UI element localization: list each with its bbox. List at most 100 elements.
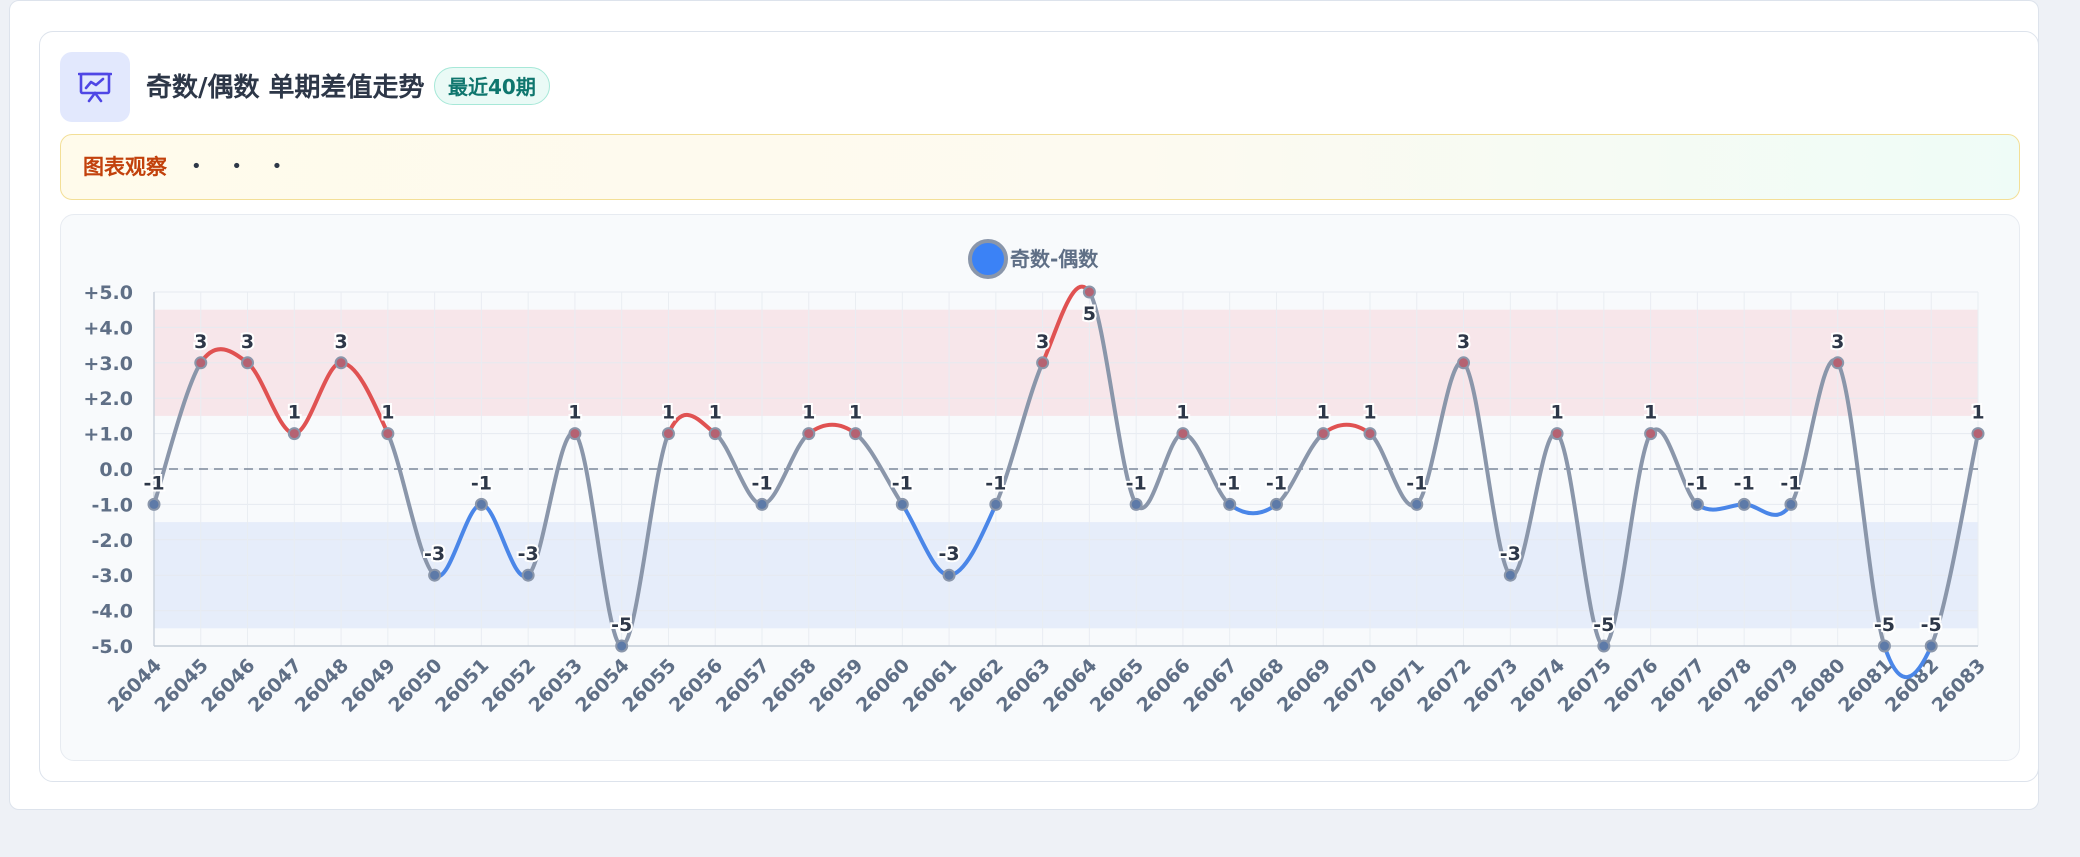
y-tick-label: +3.0 xyxy=(83,353,133,375)
data-label: 1 xyxy=(1317,402,1330,424)
data-point xyxy=(1971,427,1985,441)
data-point xyxy=(1269,497,1283,511)
data-point xyxy=(147,497,161,511)
data-point xyxy=(1363,427,1377,441)
data-label: -1 xyxy=(1687,472,1708,494)
series-line-segment xyxy=(1508,431,1560,578)
data-label: 1 xyxy=(381,402,394,424)
chart-title: 奇数/偶数 单期差值走势 xyxy=(146,73,425,103)
data-point xyxy=(1690,497,1704,511)
data-point xyxy=(1082,285,1096,299)
data-label: -1 xyxy=(985,472,1006,494)
data-label: -1 xyxy=(1734,472,1755,494)
data-point xyxy=(568,427,582,441)
series-line-segment xyxy=(1835,360,1887,648)
series-line-segment xyxy=(1274,431,1326,507)
data-label: 1 xyxy=(288,402,301,424)
y-tick-label: -1.0 xyxy=(91,494,133,516)
series-line-segment xyxy=(806,422,858,436)
data-label: -5 xyxy=(1874,614,1895,636)
data-point xyxy=(1597,639,1611,653)
data-point xyxy=(1550,427,1564,441)
data-label: -5 xyxy=(611,614,632,636)
data-label: -1 xyxy=(143,472,164,494)
y-tick-label: 0.0 xyxy=(99,459,133,481)
data-point xyxy=(1036,356,1050,370)
data-point xyxy=(895,497,909,511)
data-label: -3 xyxy=(939,543,960,565)
data-label: -1 xyxy=(751,472,772,494)
series-line-segment xyxy=(1087,290,1139,507)
series-line-segment xyxy=(152,360,203,507)
x-tick-label: 26083 xyxy=(1928,654,1990,716)
data-point xyxy=(802,427,816,441)
data-label: -3 xyxy=(424,543,445,565)
data-point xyxy=(1877,639,1891,653)
data-point xyxy=(1457,356,1471,370)
data-point xyxy=(521,568,535,582)
series-line-segment xyxy=(1040,284,1092,365)
data-point xyxy=(1129,497,1143,511)
data-point xyxy=(1737,497,1751,511)
observation-bar[interactable]: 图表观察 • • • xyxy=(60,134,2020,200)
data-point xyxy=(1503,568,1517,582)
data-label: 1 xyxy=(1971,402,1984,424)
data-label: -1 xyxy=(1126,472,1147,494)
data-point xyxy=(194,356,208,370)
data-point xyxy=(381,427,395,441)
data-label: -1 xyxy=(471,472,492,494)
data-point xyxy=(755,497,769,511)
data-point xyxy=(615,639,629,653)
y-tick-label: +2.0 xyxy=(83,388,133,410)
series-line-segment xyxy=(385,431,437,578)
series-line-segment xyxy=(993,360,1045,507)
data-label: 1 xyxy=(1363,402,1376,424)
data-label: 1 xyxy=(802,402,815,424)
data-label: 3 xyxy=(1831,331,1844,353)
data-label: 1 xyxy=(568,402,581,424)
data-label: -3 xyxy=(1500,543,1521,565)
data-point xyxy=(849,427,863,441)
data-point xyxy=(428,568,442,582)
data-label: 3 xyxy=(1036,331,1049,353)
data-label: 1 xyxy=(1550,402,1563,424)
data-label: 3 xyxy=(1457,331,1470,353)
data-label: 5 xyxy=(1083,303,1096,325)
data-label: 1 xyxy=(709,402,722,424)
y-tick-label: -5.0 xyxy=(91,636,133,658)
data-point xyxy=(241,356,255,370)
data-point xyxy=(1316,427,1330,441)
series-line-segment xyxy=(1461,360,1513,578)
data-point xyxy=(661,427,675,441)
data-point xyxy=(942,568,956,582)
data-point xyxy=(708,427,722,441)
data-label: -3 xyxy=(518,543,539,565)
data-point xyxy=(989,497,1003,511)
series-line-segment xyxy=(1929,431,1980,648)
series-line-segment xyxy=(1134,431,1185,510)
series-line-segment xyxy=(1321,422,1372,436)
data-label: -5 xyxy=(1921,614,1942,636)
data-label: -1 xyxy=(1406,472,1427,494)
series-line-segment xyxy=(1601,431,1653,648)
more-dots-icon[interactable]: • • • xyxy=(191,156,295,177)
data-point xyxy=(474,497,488,511)
series-line-segment xyxy=(1695,502,1747,512)
y-tick-label: -2.0 xyxy=(91,530,133,552)
y-tick-label: +4.0 xyxy=(83,317,133,339)
data-point xyxy=(1176,427,1190,441)
period-badge: 最近40期 xyxy=(434,67,550,105)
data-point xyxy=(334,356,348,370)
data-label: -1 xyxy=(892,472,913,494)
data-label: 1 xyxy=(1644,402,1657,424)
presentation-chart-icon xyxy=(60,52,130,122)
y-tick-label: +1.0 xyxy=(83,424,133,446)
series-line-segment xyxy=(1742,502,1793,517)
series-line-segment xyxy=(1555,431,1606,648)
data-label: 1 xyxy=(1176,402,1189,424)
data-label: 1 xyxy=(662,402,675,424)
data-label: -1 xyxy=(1780,472,1801,494)
y-tick-label: -3.0 xyxy=(91,565,133,587)
data-label: 3 xyxy=(241,331,254,353)
